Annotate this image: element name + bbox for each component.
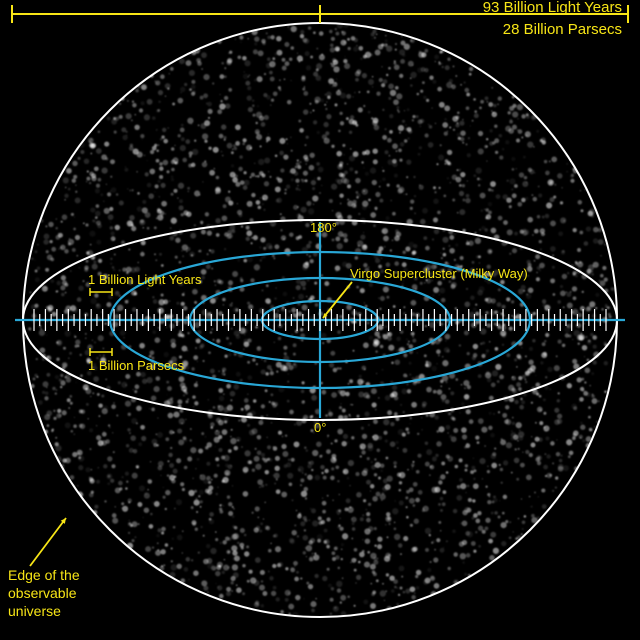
label-virgo-supercluster: Virgo Supercluster (Milky Way) <box>350 266 528 281</box>
label-billion-lightyears: 1 Billion Light Years <box>88 272 202 287</box>
label-edge-line1: Edge of the <box>8 567 80 583</box>
label-top-lightyears: 93 Billion Light Years <box>483 0 622 16</box>
observable-universe-diagram: 93 Billion Light Years 28 Billion Parsecs… <box>0 0 640 640</box>
label-billion-parsecs: 1 Billion Parsecs <box>88 358 185 373</box>
label-0-deg: 0° <box>314 420 326 435</box>
label-edge-line2: observable <box>8 585 77 601</box>
label-top-parsecs: 28 Billion Parsecs <box>503 21 622 38</box>
label-180-deg: 180° <box>310 220 337 235</box>
label-edge-line3: universe <box>8 603 61 619</box>
